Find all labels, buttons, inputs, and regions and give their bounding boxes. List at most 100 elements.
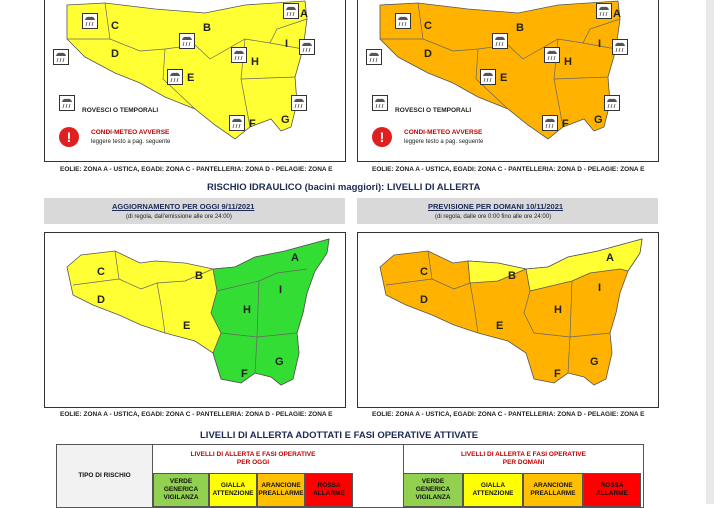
level-phase: ALLARME bbox=[313, 490, 345, 497]
risk-type-header: TIPO DI RISCHIO bbox=[57, 445, 153, 507]
storm-icon bbox=[231, 47, 247, 63]
legend-adverse-note: leggere testo a pag. seguente bbox=[404, 139, 484, 145]
zone-label-d: D bbox=[420, 294, 428, 306]
storm-icon bbox=[59, 95, 75, 111]
zone-label-e: E bbox=[183, 320, 190, 332]
storm-icon bbox=[542, 115, 558, 131]
level-phase: ATTENZIONE bbox=[212, 490, 254, 497]
zone-label-b: B bbox=[508, 270, 516, 282]
zone-label-b: B bbox=[195, 270, 203, 282]
storm-icon bbox=[596, 3, 612, 19]
storm-icon bbox=[167, 69, 183, 85]
zone-label-c: C bbox=[111, 20, 119, 32]
storm-icon bbox=[299, 39, 315, 55]
today-level-orange: ARANCIONE PREALLARME bbox=[257, 473, 305, 507]
storm-icon bbox=[492, 33, 508, 49]
zone-label-i: I bbox=[598, 282, 601, 294]
today-title: AGGIORNAMENTO PER OGGI 9/11/2021 bbox=[112, 202, 255, 211]
level-phase: VIGILANZA bbox=[415, 494, 451, 501]
storm-icon bbox=[544, 47, 560, 63]
zones-footer: EOLIE: ZONA A - USTICA, EGADI: ZONA C - … bbox=[372, 411, 645, 418]
tomorrow-header-box: PREVISIONE PER DOMANI 10/11/2021 (di reg… bbox=[357, 198, 658, 224]
level-phase: VIGILANZA bbox=[163, 494, 199, 501]
levels-table: TIPO DI RISCHIO LIVELLI DI ALLERTA E FAS… bbox=[56, 444, 644, 508]
storm-icon bbox=[612, 39, 628, 55]
zone-label-f: F bbox=[241, 368, 248, 380]
zone-label-a: A bbox=[606, 252, 614, 264]
tomorrow-levels-header: LIVELLI DI ALLERTA E FASI OPERATIVE PER … bbox=[403, 445, 643, 473]
meteo-map-today: C D B E H I A F G ROVESCI O TEMPORALI ! … bbox=[44, 0, 346, 162]
zone-label-a: A bbox=[613, 8, 621, 20]
zone-label-h: H bbox=[251, 56, 259, 68]
storm-icon bbox=[53, 49, 69, 65]
today-level-green: VERDE GENERICA VIGILANZA bbox=[153, 473, 209, 507]
legend-storms-label: ROVESCI O TEMPORALI bbox=[395, 107, 472, 114]
today-header-box: AGGIORNAMENTO PER OGGI 9/11/2021 (di reg… bbox=[44, 198, 345, 224]
storm-icon bbox=[82, 13, 98, 29]
tomorrow-levels-header-line2: PER DOMANI bbox=[502, 459, 545, 466]
storm-icon bbox=[283, 3, 299, 19]
zones-footer: EOLIE: ZONA A - USTICA, EGADI: ZONA C - … bbox=[60, 411, 333, 418]
legend-storms-label: ROVESCI O TEMPORALI bbox=[82, 107, 159, 114]
level-name: ROSSA bbox=[600, 482, 624, 489]
level-name: ROSSA bbox=[317, 482, 341, 489]
sicily-map-meteo-today: C D B E H I A F G bbox=[66, 0, 308, 140]
zone-label-h: H bbox=[554, 304, 562, 316]
level-name: VERDE bbox=[169, 478, 193, 485]
zone-label-d: D bbox=[111, 48, 119, 60]
zone-label-i: I bbox=[279, 284, 282, 296]
legend-adverse-label: CONDI-METEO AVVERSE bbox=[91, 129, 170, 136]
vertical-scrollbar[interactable] bbox=[706, 0, 714, 504]
level-name: GIALLA bbox=[480, 482, 506, 489]
zone-label-b: B bbox=[516, 22, 524, 34]
sicily-map-hydro-today: C D B E H I A F G bbox=[66, 238, 330, 386]
zone-label-f: F bbox=[554, 368, 561, 380]
warning-icon: ! bbox=[59, 127, 79, 147]
zone-label-i: I bbox=[285, 38, 288, 50]
meteo-map-tomorrow: C D B E H I A F G ROVESCI O TEMPORALI ! … bbox=[357, 0, 659, 162]
level-name: GIALLA bbox=[220, 482, 246, 489]
storm-icon bbox=[372, 95, 388, 111]
zone-label-f: F bbox=[249, 118, 256, 130]
level-name: VERDE bbox=[421, 478, 445, 485]
zone-label-d: D bbox=[424, 48, 432, 60]
level-name: ARANCIONE bbox=[261, 482, 301, 489]
today-levels-header-line1: LIVELLI DI ALLERTA E FASI OPERATIVE bbox=[190, 451, 316, 458]
zones-footer: EOLIE: ZONA A - USTICA, EGADI: ZONA C - … bbox=[60, 166, 333, 173]
storm-icon bbox=[604, 95, 620, 111]
zone-label-d: D bbox=[97, 294, 105, 306]
zone-label-h: H bbox=[564, 56, 572, 68]
levels-section-title: LIVELLI DI ALLERTA ADOTTATI E FASI OPERA… bbox=[200, 430, 479, 441]
legend-adverse-label: CONDI-METEO AVVERSE bbox=[404, 129, 483, 136]
level-phase: GENERICA bbox=[415, 486, 451, 493]
zone-label-c: C bbox=[97, 266, 105, 278]
today-subtitle: (di regola, dall'emissione alle ore 24:0… bbox=[126, 214, 232, 220]
zone-label-b: B bbox=[203, 22, 211, 34]
zone-label-a: A bbox=[300, 8, 308, 20]
today-levels-header-line2: PER OGGI bbox=[236, 459, 270, 466]
zone-label-h: H bbox=[243, 304, 251, 316]
today-level-yellow: GIALLA ATTENZIONE bbox=[209, 473, 257, 507]
sicily-map-hydro-tomorrow: C D B E H I A F G bbox=[379, 238, 643, 386]
zone-label-a: A bbox=[291, 252, 299, 264]
tomorrow-level-red: ROSSA ALLARME bbox=[583, 473, 641, 507]
zone-label-e: E bbox=[500, 72, 507, 84]
hydro-section-title: RISCHIO IDRAULICO (bacini maggiori): LIV… bbox=[207, 182, 481, 193]
level-phase: PREALLARME bbox=[258, 490, 304, 497]
tomorrow-level-green: VERDE GENERICA VIGILANZA bbox=[403, 473, 463, 507]
storm-icon bbox=[395, 13, 411, 29]
zone-label-g: G bbox=[275, 356, 284, 368]
today-levels-header: LIVELLI DI ALLERTA E FASI OPERATIVE PER … bbox=[153, 445, 353, 473]
zone-label-c: C bbox=[424, 20, 432, 32]
storm-icon bbox=[179, 33, 195, 49]
level-phase: PREALLARME bbox=[530, 490, 576, 497]
zone-label-g: G bbox=[281, 114, 290, 126]
level-phase: GENERICA bbox=[163, 486, 199, 493]
tomorrow-level-orange: ARANCIONE PREALLARME bbox=[523, 473, 583, 507]
zone-label-f: F bbox=[562, 118, 569, 130]
warning-icon: ! bbox=[372, 127, 392, 147]
zone-label-c: C bbox=[420, 266, 428, 278]
zones-footer: EOLIE: ZONA A - USTICA, EGADI: ZONA C - … bbox=[372, 166, 645, 173]
level-phase: ALLARME bbox=[596, 490, 628, 497]
